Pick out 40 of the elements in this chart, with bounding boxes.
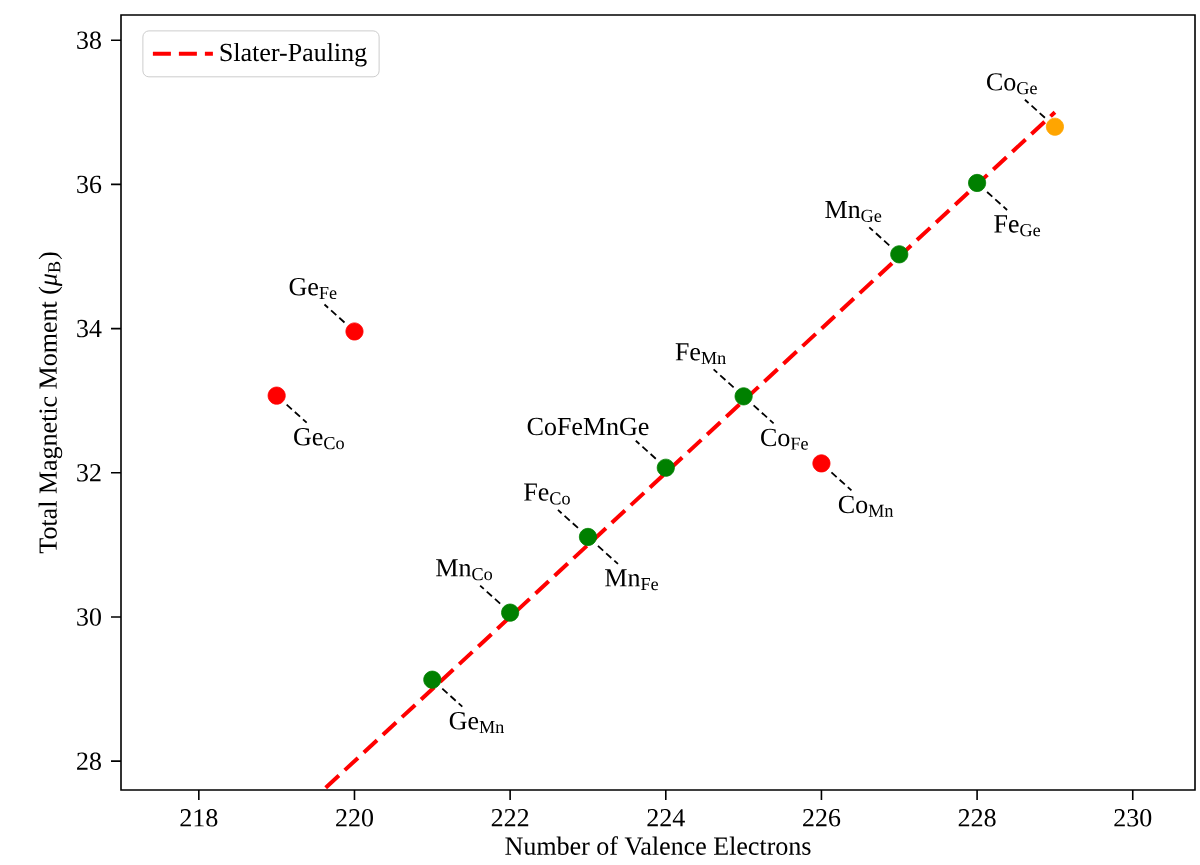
y-tick-label: 30: [77, 608, 101, 626]
y-tick-label: 32: [77, 464, 101, 482]
annotation: Mn$_{Fe}$: [605, 569, 659, 591]
x-tick-label: 222: [491, 809, 529, 827]
point: [968, 173, 987, 192]
point: [345, 322, 364, 341]
annotation: Ge$_{Mn}$: [449, 712, 505, 733]
x-tick-label: 230: [1114, 809, 1152, 827]
y-tick-label: 36: [77, 175, 102, 194]
annotation: Ge$_{Fe}$: [289, 278, 337, 300]
y-tick-label: 34: [77, 319, 102, 338]
x-tick-label: 226: [803, 809, 841, 827]
y-tick-label: 38: [77, 31, 101, 49]
annotation: Fe$_{Ge}$: [994, 215, 1041, 237]
annotation: Co$_{Ge}$: [987, 73, 1037, 95]
annotation: CoFeMnGe: [527, 417, 649, 436]
point: [656, 458, 675, 477]
point: [890, 245, 909, 264]
annotation: Ge$_{Co}$: [294, 428, 344, 450]
y-axis-title: Total Magnetic Moment (μ$_{B}$): [38, 252, 63, 554]
x-tick-label: 228: [958, 809, 996, 827]
x-tick-label: 220: [336, 809, 373, 827]
point: [267, 386, 286, 405]
annotation: Fe$_{Co}$: [524, 483, 570, 505]
legend-label: Slater-Pauling: [220, 42, 367, 67]
annotation: Co$_{Fe}$: [761, 428, 808, 450]
point: [812, 454, 831, 473]
annotation: Fe$_{Mn}$: [675, 343, 726, 364]
point: [734, 387, 753, 406]
point: [1045, 117, 1064, 136]
point: [578, 527, 597, 546]
y-tick-label: 28: [77, 752, 101, 770]
annotation: Mn$_{Co}$: [436, 559, 493, 581]
point: [501, 603, 520, 622]
x-tick-label: 218: [180, 809, 218, 827]
annotation: Co$_{Mn}$: [838, 495, 894, 517]
x-tick-label: 224: [647, 809, 685, 827]
x-axis-title: Number of Valence Electrons: [505, 836, 811, 856]
annotation: Mn$_{Ge}$: [825, 200, 882, 222]
point: [423, 670, 442, 689]
